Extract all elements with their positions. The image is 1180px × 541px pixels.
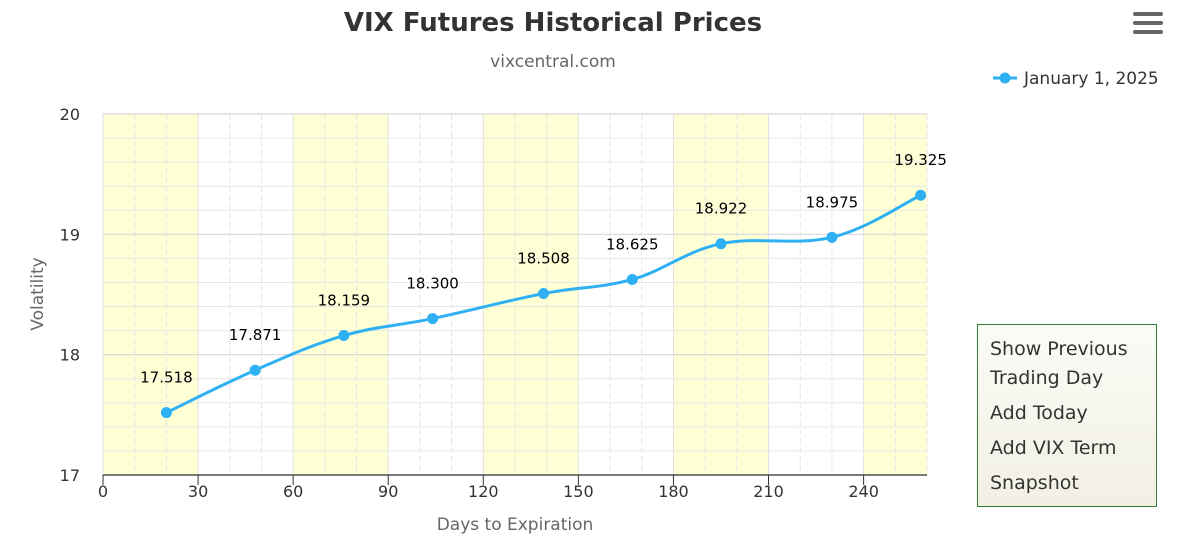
y-tick-label: 17 — [60, 466, 80, 485]
data-point — [338, 330, 350, 342]
data-point — [626, 273, 638, 285]
data-point — [427, 313, 439, 325]
x-tick-label: 210 — [753, 482, 784, 501]
plot-band-1 — [293, 114, 389, 475]
data-label: 17.871 — [229, 326, 282, 344]
y-axis-label: Volatility — [28, 257, 48, 330]
chart-title: VIX Futures Historical Prices — [344, 8, 762, 38]
add-today-button[interactable]: Add Today — [990, 402, 1088, 424]
chart-subtitle: vixcentral.com — [490, 52, 616, 72]
snapshot-button[interactable]: Snapshot — [990, 472, 1079, 494]
x-tick-label: 90 — [378, 482, 398, 501]
add-vix-term-button[interactable]: Add VIX Term — [990, 437, 1117, 459]
x-tick-label: 180 — [658, 482, 689, 501]
data-label: 18.922 — [695, 200, 748, 218]
data-point — [249, 364, 261, 376]
x-tick-label: 30 — [188, 482, 208, 501]
data-point — [160, 407, 172, 419]
data-label: 19.325 — [894, 151, 947, 169]
data-label: 18.300 — [406, 275, 459, 293]
hamburger-menu-icon[interactable] — [1133, 12, 1163, 36]
x-tick-label: 0 — [98, 482, 108, 501]
x-tick-label: 150 — [563, 482, 594, 501]
x-axis-label: Days to Expiration — [437, 515, 594, 535]
data-label: 18.508 — [517, 250, 570, 268]
data-label: 17.518 — [140, 369, 193, 387]
data-point — [715, 238, 727, 250]
data-label: 18.159 — [318, 292, 371, 310]
legend-entry: January 1, 2025 — [1023, 69, 1159, 89]
x-tick-label: 60 — [283, 482, 303, 501]
legend-marker — [999, 72, 1011, 84]
y-tick-label: 20 — [60, 105, 80, 124]
data-point — [538, 288, 550, 300]
y-tick-label: 18 — [60, 346, 80, 365]
plot-band-2 — [483, 114, 579, 475]
x-tick-label: 240 — [848, 482, 879, 501]
show-previous-trading-day-button[interactable]: Show Previous Trading Day — [990, 338, 1128, 389]
plot-band-3 — [673, 114, 769, 475]
y-tick-label: 19 — [60, 225, 80, 244]
chart-options-menu: Show Previous Trading Day Add Today Add … — [977, 324, 1157, 507]
x-tick-label: 120 — [468, 482, 499, 501]
data-point — [915, 189, 927, 201]
data-label: 18.975 — [806, 193, 859, 211]
data-point — [826, 231, 838, 243]
data-label: 18.625 — [606, 235, 659, 253]
plot-band-0 — [103, 114, 199, 475]
